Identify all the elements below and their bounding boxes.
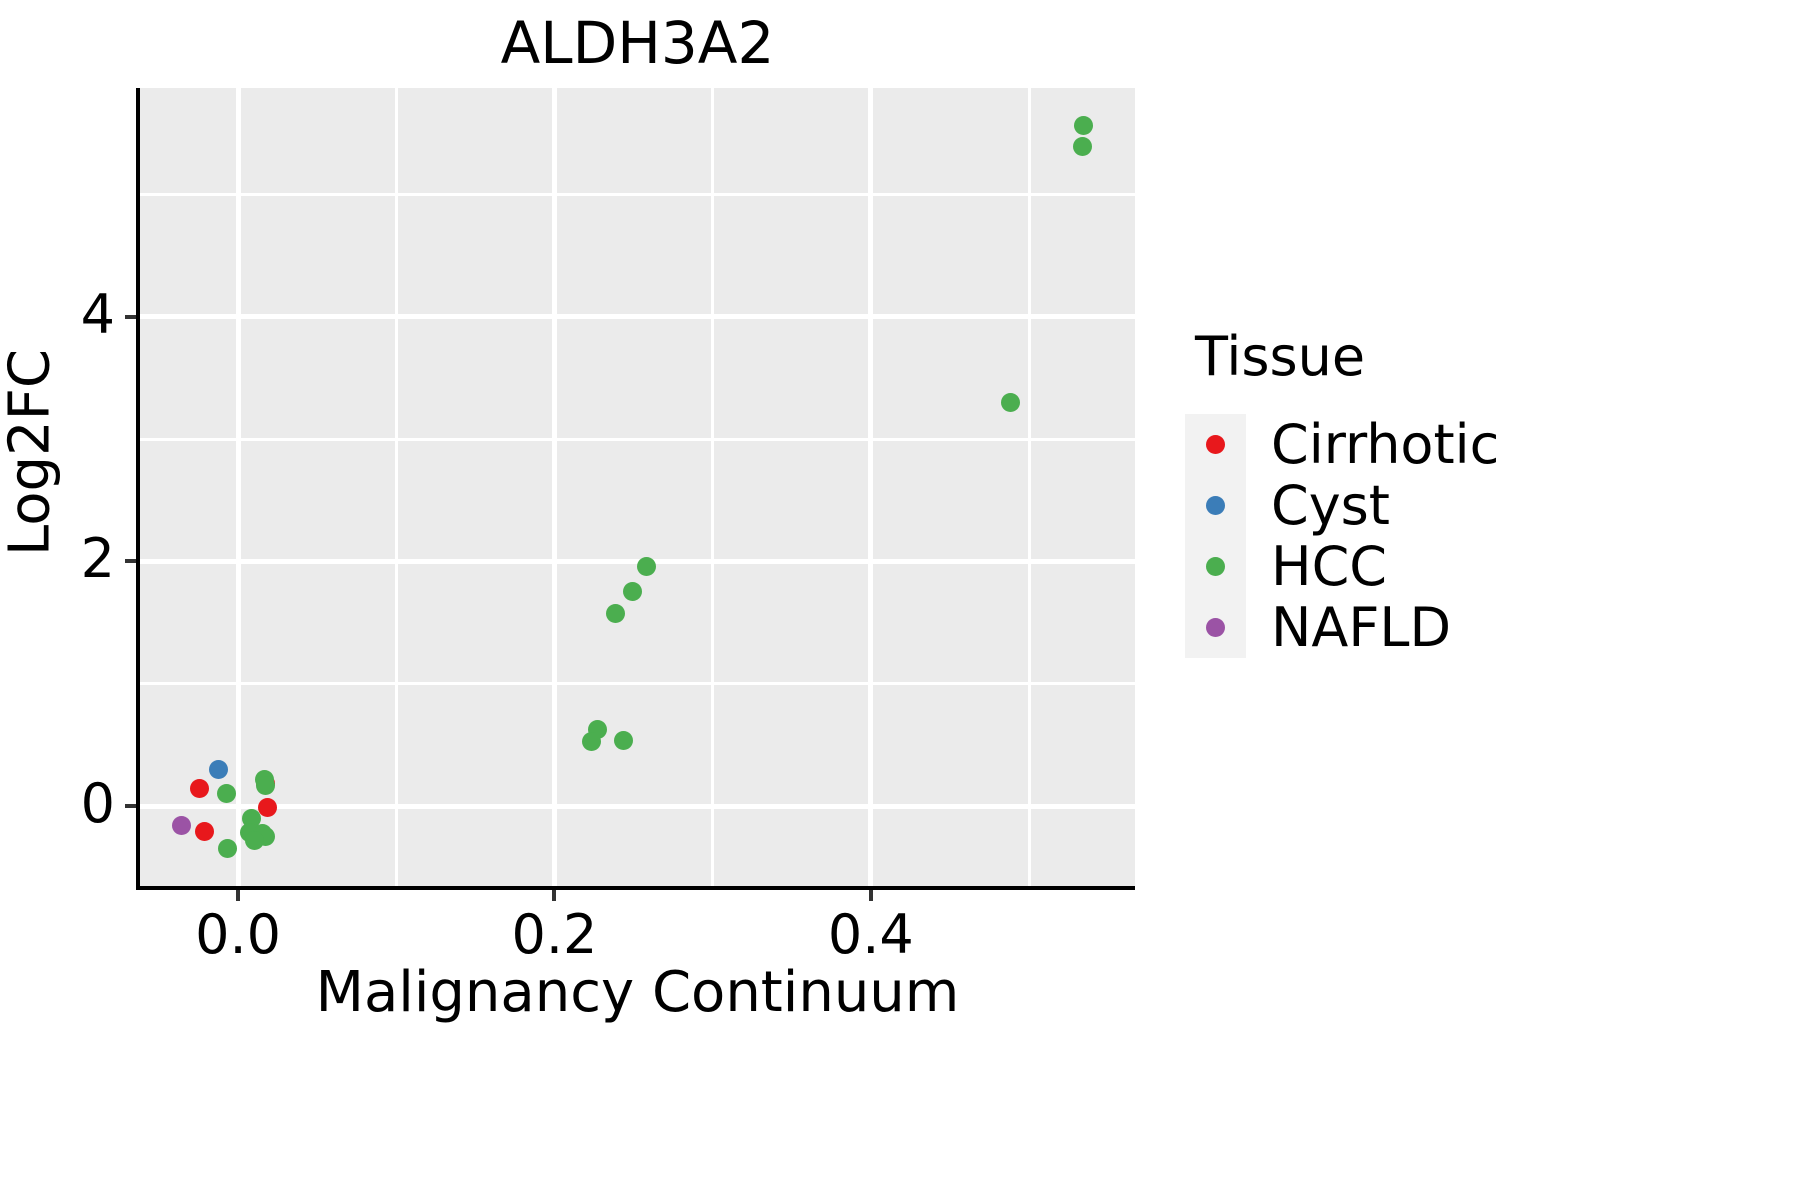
- x-tick-mark: [868, 890, 873, 901]
- gridline-major-vertical: [868, 88, 874, 888]
- legend-title: Tissue: [1195, 325, 1366, 388]
- data-point-hcc: [613, 731, 633, 751]
- data-point-hcc: [637, 557, 657, 577]
- legend-key-swatch: [1185, 475, 1246, 536]
- y-tick-label: 4: [80, 282, 115, 346]
- gridline-minor-horizontal: [140, 192, 1135, 196]
- legend-dot-icon: [1206, 496, 1225, 515]
- x-tick-label: 0.4: [827, 903, 914, 966]
- gridline-major-vertical: [551, 88, 557, 888]
- data-point-hcc: [1072, 136, 1092, 156]
- gridline-major-horizontal: [140, 803, 1135, 809]
- data-point-cirrhotic: [194, 821, 214, 841]
- data-point-hcc: [623, 581, 643, 601]
- gridline-minor-vertical: [711, 88, 715, 888]
- legend-item-label: NAFLD: [1271, 596, 1452, 659]
- legend-item-cyst[interactable]: Cyst: [1185, 475, 1745, 536]
- x-tick-mark: [236, 890, 241, 901]
- legend-item-label: Cyst: [1271, 474, 1390, 537]
- gridline-minor-horizontal: [140, 682, 1135, 686]
- plot-panel: [140, 88, 1135, 888]
- data-point-cirrhotic: [257, 798, 277, 818]
- x-tick-mark: [552, 890, 557, 901]
- data-point-hcc: [1001, 393, 1021, 413]
- data-point-hcc: [218, 838, 238, 858]
- legend-dot-icon: [1206, 618, 1225, 637]
- legend-item-label: Cirrhotic: [1271, 413, 1500, 476]
- legend-dot-icon: [1206, 435, 1225, 454]
- legend-key-swatch: [1185, 536, 1246, 597]
- x-axis-line: [136, 886, 1135, 890]
- y-tick-mark: [125, 559, 136, 564]
- y-axis-line: [136, 88, 140, 890]
- legend-key-swatch: [1185, 597, 1246, 658]
- data-point-cirrhotic: [189, 778, 209, 798]
- gridline-minor-vertical: [1027, 88, 1031, 888]
- gridline-minor-vertical: [394, 88, 398, 888]
- legend: Tissue Cirrhotic Cyst HCC NAFLD: [1185, 325, 1745, 658]
- x-tick-label: 0.2: [511, 903, 598, 966]
- legend-item-label: HCC: [1271, 535, 1388, 598]
- legend-items: Cirrhotic Cyst HCC NAFLD: [1185, 414, 1745, 658]
- data-point-hcc: [256, 776, 276, 796]
- y-tick-label: 0: [80, 772, 115, 836]
- data-point-hcc: [582, 732, 602, 752]
- data-point-hcc: [605, 603, 625, 623]
- y-tick-mark: [125, 314, 136, 319]
- legend-item-nafld[interactable]: NAFLD: [1185, 597, 1745, 658]
- legend-key-swatch: [1185, 414, 1246, 475]
- data-point-hcc: [216, 783, 236, 803]
- legend-item-cirrhotic[interactable]: Cirrhotic: [1185, 414, 1745, 475]
- y-tick-mark: [125, 804, 136, 809]
- data-point-nafld: [172, 815, 192, 835]
- data-point-hcc: [245, 831, 265, 851]
- gridline-major-vertical: [235, 88, 241, 888]
- legend-item-hcc[interactable]: HCC: [1185, 536, 1745, 597]
- data-point-hcc: [1074, 115, 1094, 135]
- page-title: ALDH3A2: [500, 9, 775, 77]
- legend-dot-icon: [1206, 557, 1225, 576]
- x-tick-label: 0.0: [195, 903, 281, 966]
- y-tick-label: 2: [80, 527, 115, 591]
- data-point-cyst: [208, 760, 228, 780]
- x-axis-title: Malignancy Continuum: [315, 960, 960, 1025]
- gridline-minor-horizontal: [140, 437, 1135, 441]
- gridline-major-horizontal: [140, 314, 1135, 320]
